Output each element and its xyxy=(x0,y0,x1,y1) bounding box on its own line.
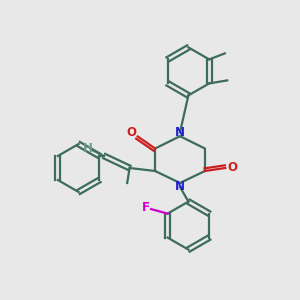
Text: N: N xyxy=(175,180,185,193)
Text: O: O xyxy=(127,126,137,140)
Text: N: N xyxy=(175,126,185,139)
Text: H: H xyxy=(83,142,93,155)
Text: O: O xyxy=(227,161,237,174)
Text: F: F xyxy=(142,201,150,214)
